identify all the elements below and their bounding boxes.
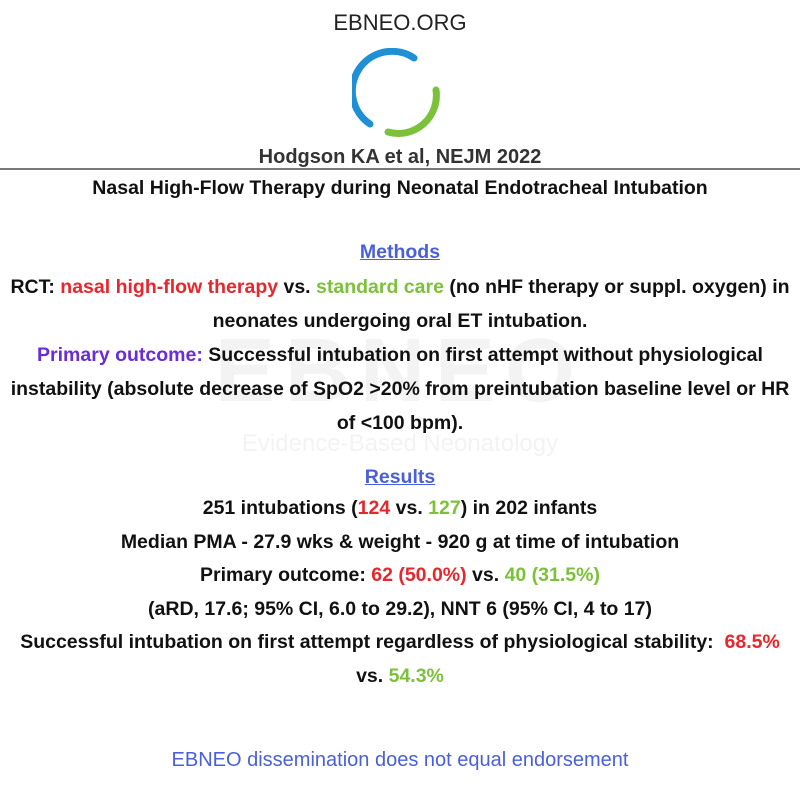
methods-text: RCT: nasal high-flow therapy vs. standar…: [5, 270, 795, 440]
result-line: 251 intubations (124 vs. 127) in 202 inf…: [5, 492, 795, 526]
title: Nasal High-Flow Therapy during Neonatal …: [92, 177, 708, 199]
result-line: Primary outcome: 62 (50.0%) vs. 40 (31.5…: [5, 559, 795, 593]
result-line: (aRD, 17.6; 95% CI, 6.0 to 29.2), NNT 6 …: [5, 593, 795, 627]
result-line: Successful intubation on first attempt r…: [5, 626, 795, 693]
text: 124: [357, 497, 391, 519]
text: ) in 202 infants: [460, 497, 598, 519]
text: 127: [428, 497, 461, 519]
design: RCT: nasal high-flow therapy vs. standar…: [5, 270, 795, 338]
text: vs.: [466, 564, 505, 586]
text: vs.: [390, 497, 429, 519]
watermark-tagline: Evidence-Based Neonatology: [241, 430, 559, 457]
text: 62 (50.0%): [371, 564, 467, 586]
results-heading: Results: [364, 466, 436, 488]
results-text: 251 intubations (124 vs. 127) in 202 inf…: [5, 492, 795, 693]
logo-arc-green: [384, 86, 440, 137]
text: RCT:: [10, 276, 61, 298]
text: standard care: [316, 276, 444, 298]
site: EBNEO.ORG: [333, 10, 467, 35]
result-line: Median PMA - 27.9 wks & weight - 920 g a…: [5, 526, 795, 560]
text: 68.5%: [724, 631, 780, 653]
text: (aRD, 17.6; 95% CI, 6.0 to 29.2), NNT 6 …: [148, 597, 652, 620]
label: Primary outcome:: [37, 344, 209, 366]
watermark-logo: EBNEO: [214, 321, 586, 421]
text: Successful intubation on first attempt r…: [20, 631, 725, 653]
text: (no nHF therapy or suppl. oxygen) in neo…: [212, 276, 790, 332]
text: Median PMA - 27.9 wks & weight - 920 g a…: [120, 530, 680, 553]
logo-arc-blue: [352, 48, 418, 128]
text: vs.: [356, 631, 786, 687]
citation: Hodgson KA et al, NEJM 2022: [258, 146, 542, 168]
methods-heading: Methods: [359, 241, 441, 263]
footer: EBNEO dissemination does not equal endor…: [171, 749, 629, 771]
text: nasal high-flow therapy: [60, 276, 279, 298]
logo: [352, 48, 440, 137]
text: Successful intubation on first attempt w…: [10, 344, 790, 434]
text: Primary outcome:: [200, 564, 372, 586]
text: 251 intubations (: [202, 497, 358, 519]
text: vs.: [278, 276, 317, 298]
rule: [0, 168, 800, 170]
text: 54.3%: [388, 664, 444, 687]
text: 40 (31.5%): [504, 564, 600, 586]
outcome: Primary outcome: Successful intubation o…: [5, 338, 795, 440]
